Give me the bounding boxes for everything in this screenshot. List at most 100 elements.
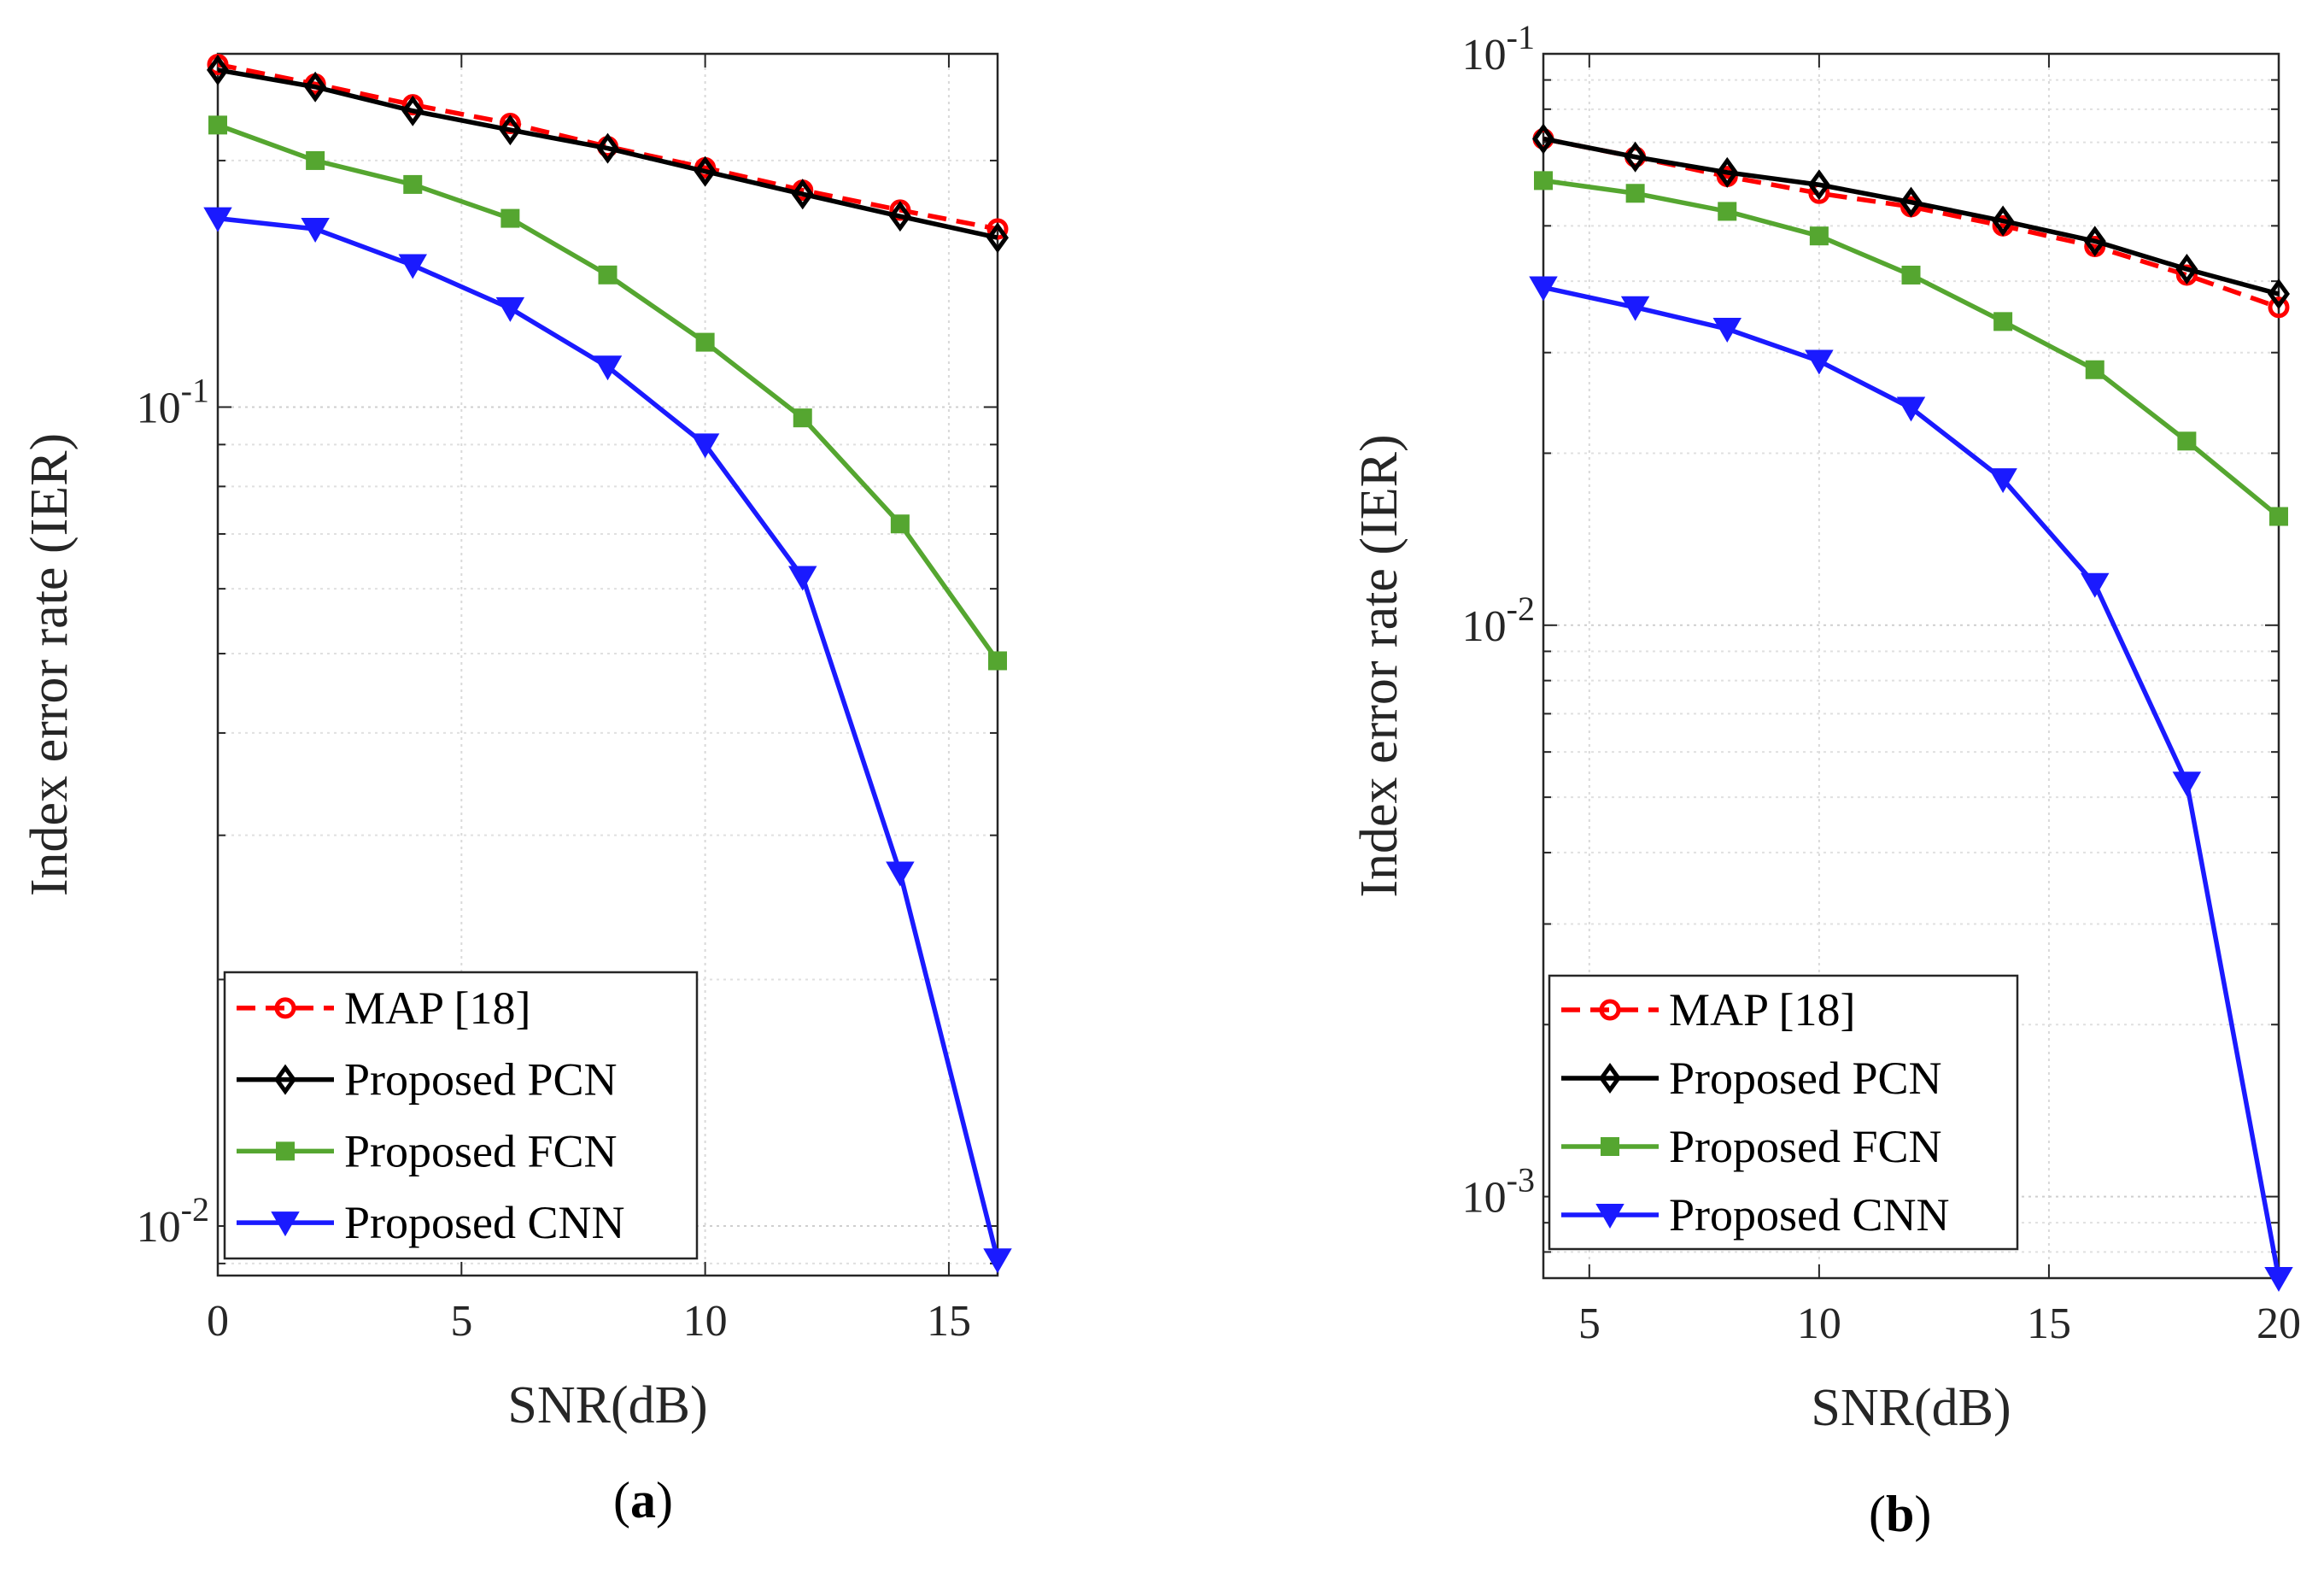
- data-point: [2175, 253, 2198, 285]
- y-tick-label: 10-2: [137, 1190, 209, 1252]
- data-point: [1620, 296, 1650, 321]
- chart-panel-b: 5 10 15 20 10-1 10-2 10-3 SNR(dB) Index error ra…: [1350, 18, 2301, 1437]
- data-point: [690, 433, 720, 459]
- data-point: [2268, 296, 2290, 319]
- data-point: [1532, 123, 1554, 155]
- data-point: [791, 179, 814, 210]
- x-tick-label: 5: [450, 1297, 472, 1346]
- data-point: [694, 155, 717, 187]
- data-point: [1988, 468, 2017, 494]
- legend-item: Proposed CNN: [1561, 1189, 1950, 1241]
- legend-item: Proposed PCN: [237, 1054, 618, 1106]
- legend-swatch-marker: [1595, 1204, 1624, 1229]
- data-point: [2177, 431, 2197, 451]
- data-point: [499, 114, 522, 146]
- data-point: [988, 651, 1007, 671]
- legend-item: Proposed FCN: [1561, 1121, 1942, 1172]
- series-proposed-pcn: [1532, 123, 2290, 310]
- data-point: [1993, 312, 2013, 331]
- data-point: [1529, 276, 1558, 302]
- data-point: [1896, 396, 1926, 422]
- series-line: [217, 67, 998, 240]
- legend-swatch-marker: [271, 1211, 300, 1237]
- x-axis-label: SNR(dB): [507, 1376, 707, 1434]
- legend-label: Proposed CNN: [1669, 1189, 1950, 1241]
- legend-label: Proposed CNN: [344, 1197, 625, 1248]
- y-axis-label: Index error rate (IER): [20, 433, 79, 896]
- x-tick-label: 5: [1578, 1299, 1601, 1348]
- x-tick-label: 10: [1797, 1299, 1841, 1348]
- data-point: [886, 861, 915, 887]
- data-point: [2081, 572, 2110, 598]
- legend-swatch-marker: [274, 1064, 296, 1095]
- legend-swatch-marker: [1599, 1062, 1621, 1094]
- data-point: [301, 218, 330, 243]
- chart-panel-a: 0 5 10 15 10-1 10-2 SNR(dB) Index error rate (I…: [20, 52, 1012, 1434]
- legend-item: Proposed CNN: [237, 1197, 625, 1248]
- data-point: [2172, 771, 2202, 797]
- legend-label: Proposed FCN: [344, 1125, 618, 1176]
- data-point: [304, 71, 327, 103]
- data-point: [1992, 205, 2015, 237]
- legend-swatch-marker: [1601, 1137, 1619, 1156]
- data-point: [1718, 202, 1737, 221]
- data-point: [207, 54, 229, 85]
- x-tick-label: 15: [927, 1297, 971, 1346]
- data-point: [1901, 265, 1921, 285]
- data-point: [1625, 184, 1645, 203]
- y-tick-label: 10-1: [137, 371, 209, 432]
- data-point: [1809, 226, 1829, 246]
- data-point: [593, 355, 623, 381]
- data-point: [2268, 279, 2290, 310]
- x-axis-label: SNR(dB): [1811, 1379, 2011, 1437]
- y-tick-label: 10-3: [1462, 1161, 1535, 1223]
- data-point: [888, 201, 911, 232]
- data-point: [306, 150, 325, 170]
- series-proposed-fcn: [208, 115, 1007, 671]
- x-tick-label: 15: [2027, 1299, 2071, 1348]
- data-point: [1805, 349, 1834, 375]
- data-point: [983, 1248, 1012, 1274]
- y-axis-label: Index error rate (IER): [1350, 434, 1408, 897]
- data-point: [890, 514, 910, 534]
- legend-swatch-marker: [1599, 999, 1621, 1021]
- data-point: [1712, 318, 1742, 343]
- data-point: [986, 222, 1009, 254]
- legend-box: [1548, 974, 2019, 1251]
- series-proposed-fcn: [1534, 171, 2288, 526]
- data-point: [495, 296, 525, 322]
- legend: MAP [18] Proposed PCN Proposed FCN Proposed…: [223, 971, 699, 1260]
- y-tick-label: 10-1: [1462, 18, 1535, 79]
- legend-swatch-marker: [274, 997, 296, 1019]
- data-point: [1807, 169, 1830, 201]
- legend-label: MAP [18]: [344, 983, 531, 1034]
- legend-item: MAP [18]: [237, 983, 531, 1034]
- caption-b-text: (b): [1869, 1486, 1932, 1542]
- legend-label: Proposed PCN: [1669, 1053, 1942, 1104]
- data-point: [2269, 507, 2288, 526]
- data-point: [788, 566, 817, 591]
- data-point: [501, 208, 520, 228]
- data-point: [401, 95, 424, 126]
- legend-item: Proposed PCN: [1561, 1053, 1942, 1104]
- caption-a: (a): [613, 1471, 673, 1530]
- legend-item: Proposed FCN: [237, 1125, 618, 1176]
- series-line: [1543, 178, 2280, 519]
- caption-b: (b): [1869, 1485, 1931, 1544]
- series-proposed-pcn: [207, 54, 1009, 254]
- x-tick-label: 20: [2257, 1299, 2301, 1348]
- legend: MAP [18] Proposed PCN Proposed FCN Proposed…: [1548, 974, 2019, 1251]
- data-point: [398, 254, 427, 279]
- series-line: [1543, 136, 2280, 296]
- data-point: [596, 132, 619, 164]
- legend-label: Proposed FCN: [1669, 1121, 1942, 1172]
- series-proposed-cnn: [1529, 276, 2293, 1293]
- series-proposed-cnn: [203, 207, 1012, 1274]
- data-point: [2083, 226, 2106, 257]
- series-line: [217, 62, 998, 232]
- data-point: [695, 332, 715, 352]
- data-point: [208, 115, 227, 135]
- x-tick-label: 0: [207, 1297, 229, 1346]
- y-tick-label: 10-2: [1462, 590, 1535, 651]
